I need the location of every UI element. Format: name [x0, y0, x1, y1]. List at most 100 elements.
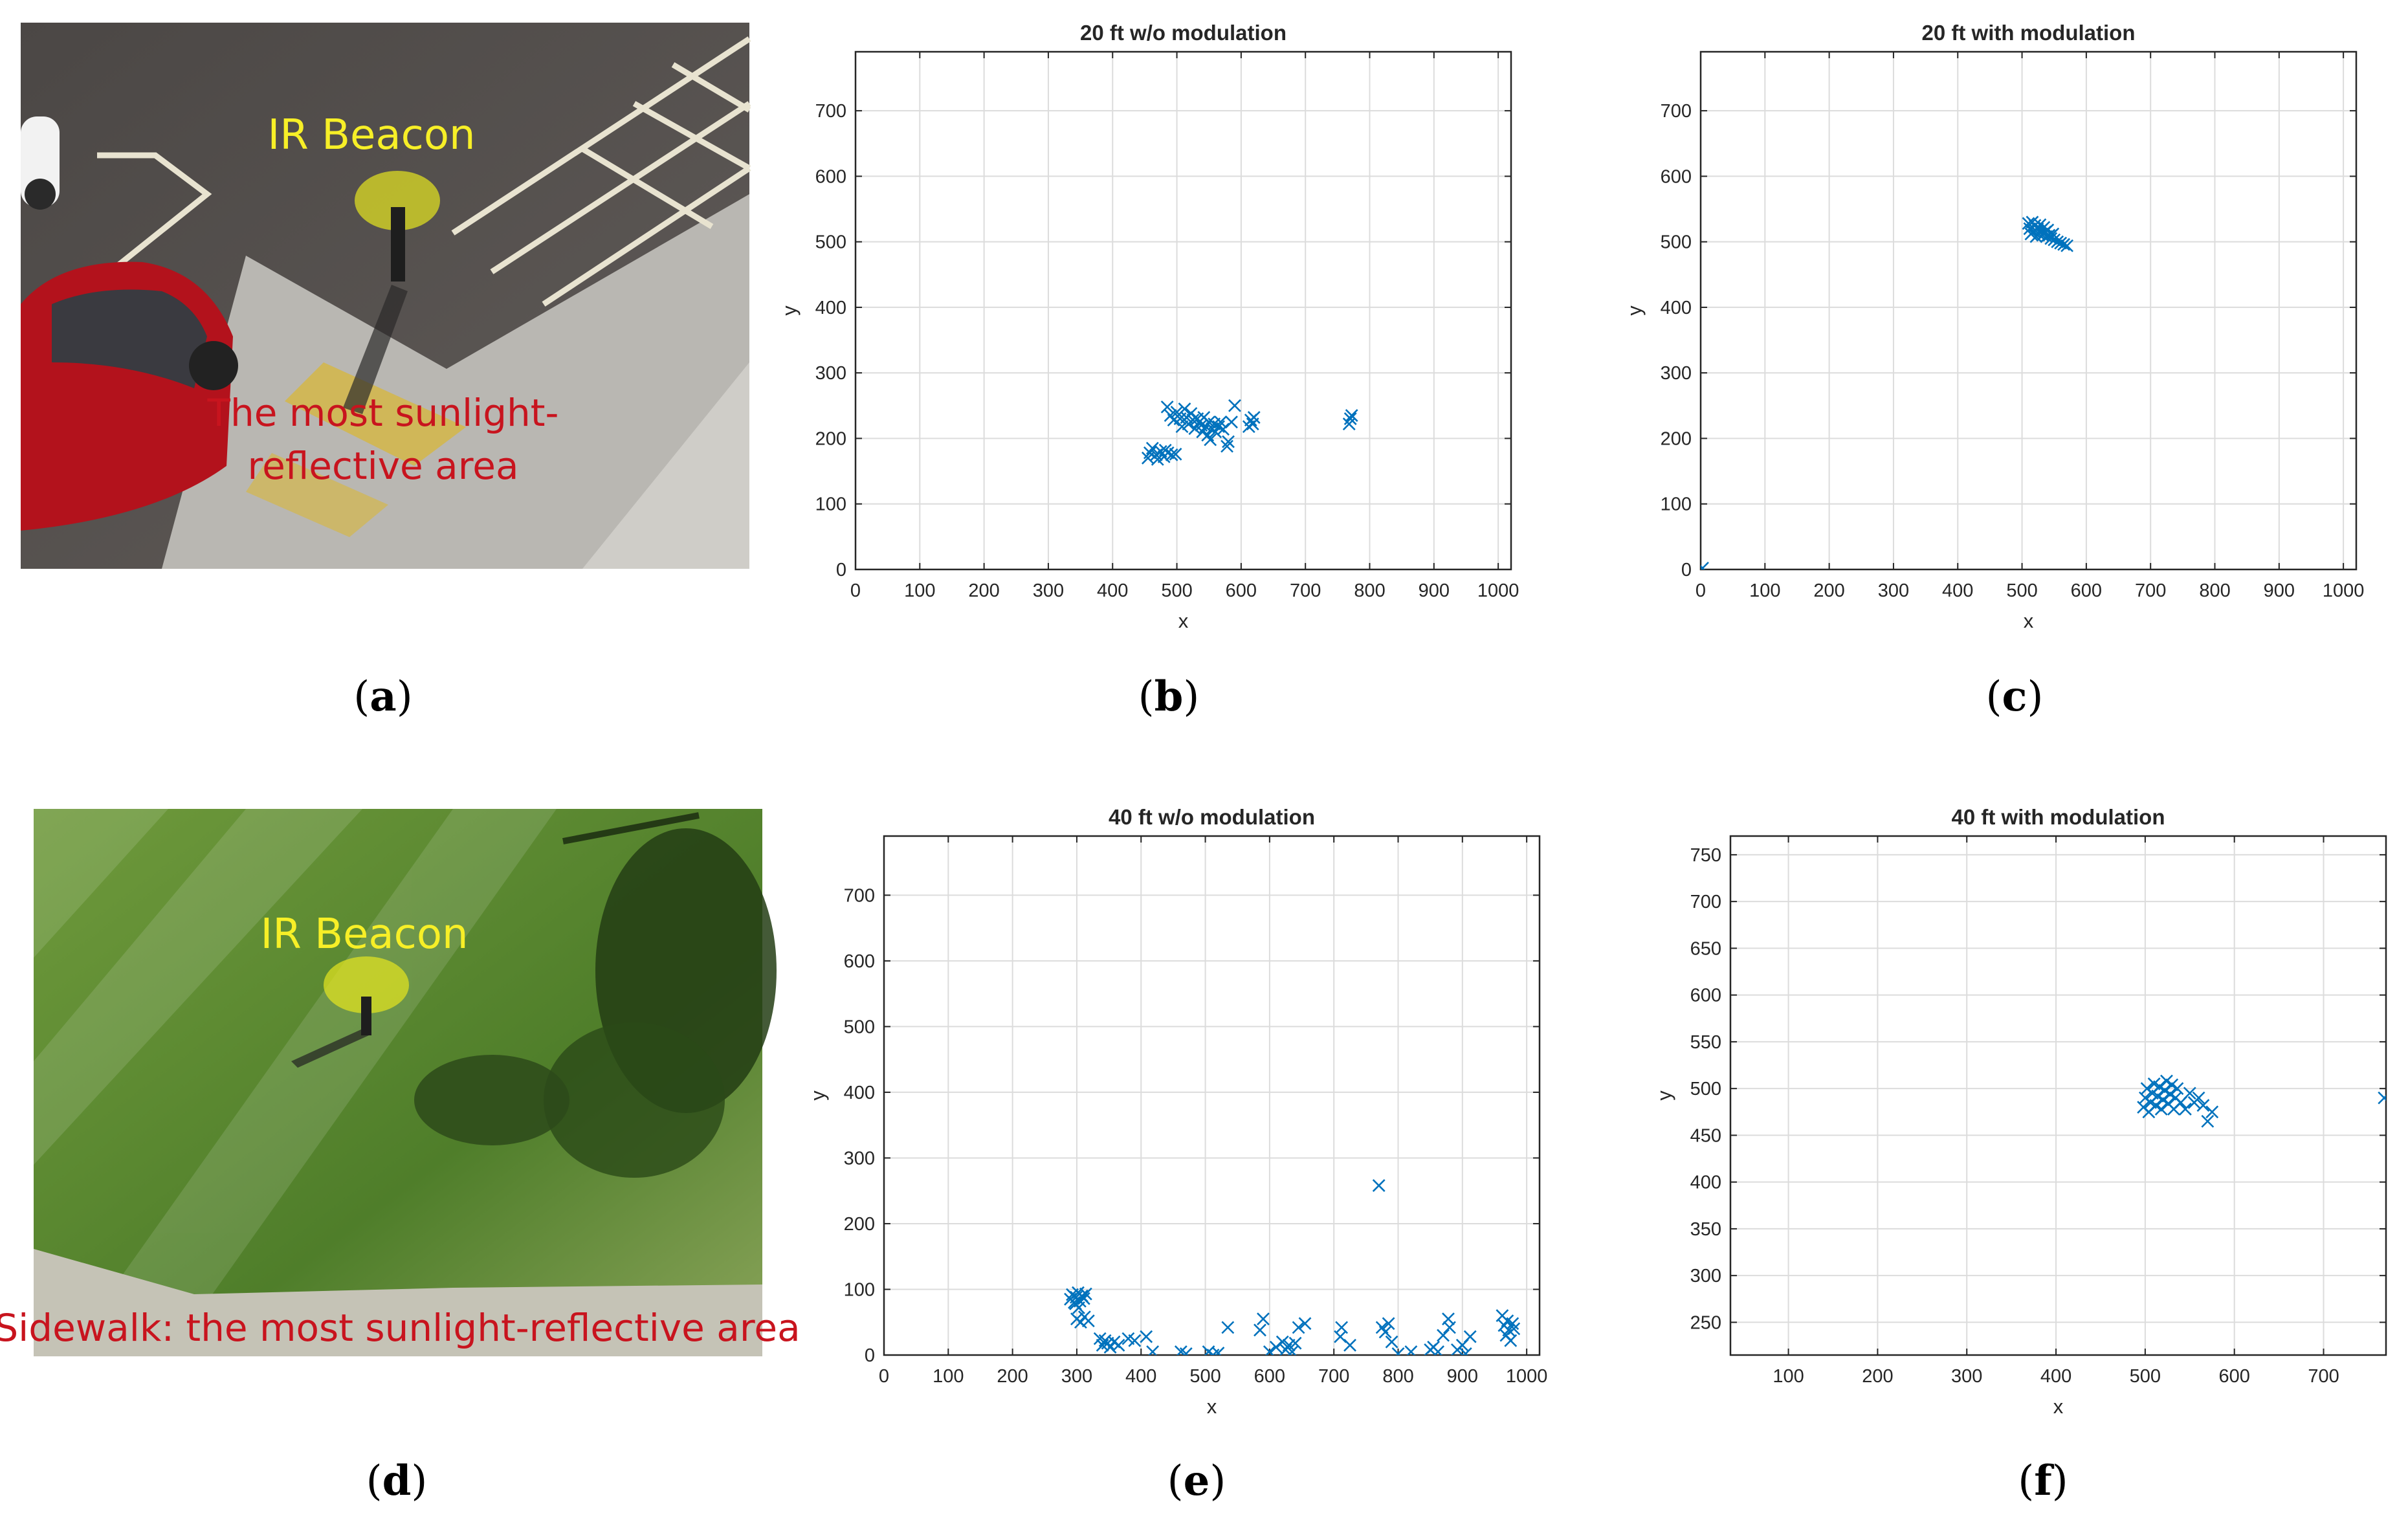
x-axis-label: x [2053, 1395, 2064, 1418]
data-point [1169, 447, 1182, 461]
y-tick-label: 550 [1690, 1032, 1721, 1053]
x-tick-label: 0 [1696, 580, 1706, 601]
x-tick-label: 800 [1382, 1366, 1413, 1387]
data-point [1221, 1321, 1235, 1334]
y-tick-label: 250 [1690, 1312, 1721, 1333]
data-point [1175, 420, 1189, 434]
data-point [1140, 1330, 1153, 1343]
subfigure-label-f: (f) [2018, 1457, 2068, 1505]
x-tick-label: 700 [2135, 580, 2166, 601]
chart-c: 0 100 200 300 400 500 600 700 800 900 1000 0 100 200 3… [1623, 21, 2364, 632]
data-point [2178, 1103, 2192, 1116]
data-point [1335, 1321, 1349, 1334]
subfigure-label-a: (a) [353, 672, 412, 721]
x-tick-label: 0 [850, 580, 861, 601]
data-point [1404, 1345, 1418, 1355]
x-tick-label: 400 [1097, 580, 1128, 601]
data-point [1342, 417, 1356, 431]
data-point [1214, 415, 1228, 429]
y-tick-label: 600 [1661, 166, 1692, 187]
y-tick-label: 350 [1690, 1219, 1721, 1240]
x-tick-label: 900 [2264, 580, 2295, 601]
data-point [2054, 236, 2068, 250]
chart-f: 100 200 300 400 500 600 700 250 300 350 400 450 500 5… [1653, 805, 2387, 1418]
data-point [1145, 441, 1159, 455]
x-tick-label: 500 [1189, 1366, 1221, 1387]
y-tick-label: 450 [1690, 1125, 1721, 1146]
data-point [2051, 235, 2064, 248]
y-tick-label: 600 [815, 166, 846, 187]
x-tick-label: 200 [997, 1366, 1028, 1387]
scatter-series [1141, 399, 1358, 466]
subfigure-label-b: (b) [1138, 672, 1200, 721]
data-point [1204, 433, 1217, 447]
y-tick-label: 400 [815, 298, 846, 318]
chart-title: 40 ft w/o modulation [1109, 805, 1315, 829]
data-point [2183, 1086, 2196, 1100]
x-tick-label: 100 [1773, 1366, 1804, 1387]
data-point [2060, 239, 2074, 252]
x-tick-label: 1000 [1506, 1366, 1548, 1387]
y-tick-label: 750 [1690, 845, 1721, 866]
data-point [2041, 223, 2055, 237]
data-point [1211, 1347, 1225, 1355]
data-point [2057, 237, 2071, 251]
data-point [1343, 1338, 1356, 1352]
data-point [1228, 399, 1241, 412]
scatter-series [2137, 1074, 2386, 1128]
data-point [1128, 1334, 1142, 1347]
y-tick-label: 100 [815, 494, 846, 515]
scatter-series [1064, 1179, 1521, 1355]
data-point [1257, 1312, 1270, 1326]
data-point [1504, 1334, 1518, 1347]
data-point [1463, 1330, 1477, 1343]
x-tick-label: 200 [968, 580, 999, 601]
data-point [1158, 443, 1172, 457]
data-point [1285, 1345, 1299, 1355]
data-point [1378, 1325, 1392, 1339]
data-point [1372, 1179, 1386, 1192]
y-tick-label: 0 [836, 560, 846, 580]
data-point [1292, 1321, 1305, 1334]
data-point [2201, 1114, 2215, 1128]
y-tick-label: 500 [844, 1017, 875, 1037]
plot-area [1701, 52, 2356, 569]
data-point [1174, 1345, 1187, 1355]
y-tick-label: 300 [1690, 1266, 1721, 1286]
data-point [1507, 1322, 1521, 1336]
y-axis-label: y [778, 305, 801, 316]
chart-title: 20 ft w/o modulation [1080, 21, 1287, 45]
y-tick-label: 700 [1690, 892, 1721, 912]
y-tick-label: 400 [1661, 298, 1692, 318]
data-point [1103, 1340, 1117, 1354]
data-point [1077, 1292, 1090, 1305]
y-tick-label: 300 [1661, 363, 1692, 384]
plot-area [856, 52, 1511, 569]
plot-area [1730, 836, 2386, 1355]
data-point [2037, 221, 2051, 234]
y-tick-label: 500 [815, 232, 846, 253]
data-point [1165, 448, 1178, 461]
x-tick-label: 700 [1290, 580, 1321, 601]
data-point [1506, 1317, 1519, 1330]
x-tick-label: 200 [1813, 580, 1844, 601]
data-point [1170, 406, 1184, 419]
x-tick-label: 1000 [1477, 580, 1519, 601]
data-point [1072, 1301, 1085, 1314]
photo-parking-lot: IR Beacon The most sunlight- reflective … [21, 23, 751, 569]
x-tick-label: 500 [2006, 580, 2037, 601]
data-point [1701, 562, 1709, 569]
x-tick-label: 400 [1125, 1366, 1156, 1387]
data-point [2171, 1082, 2184, 1096]
y-tick-label: 100 [844, 1279, 875, 1300]
data-point [1443, 1321, 1456, 1334]
x-axis-label: x [1178, 610, 1189, 632]
x-tick-label: 100 [1749, 580, 1780, 601]
y-tick-label: 0 [1681, 560, 1692, 580]
scatter-series [1701, 215, 2074, 569]
data-point [1254, 1323, 1266, 1337]
photo-a-area-label-line2: reflective area [248, 444, 519, 488]
x-tick-label: 900 [1447, 1366, 1478, 1387]
data-point [1074, 1316, 1087, 1329]
